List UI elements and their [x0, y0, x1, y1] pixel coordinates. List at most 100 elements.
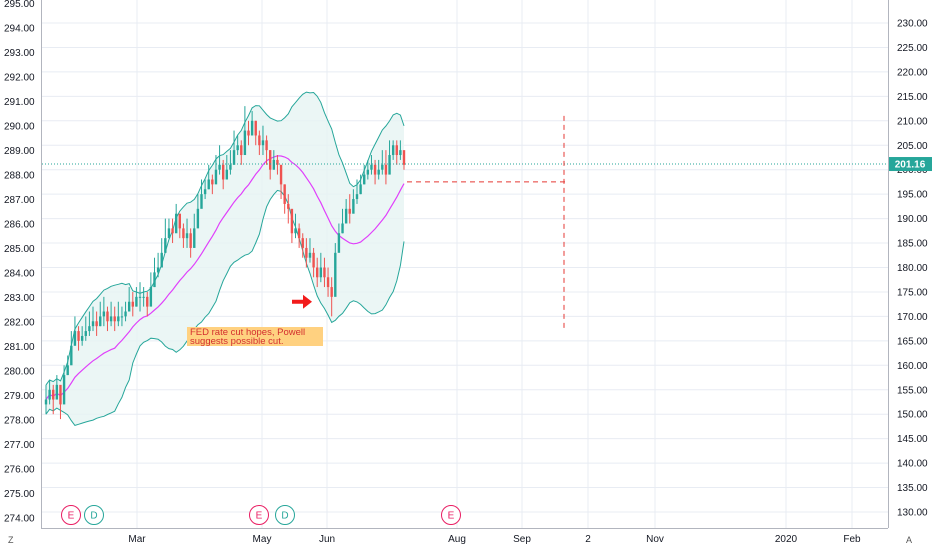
candle[interactable]	[84, 316, 87, 341]
candle[interactable]	[250, 111, 254, 136]
right-axis[interactable]: 230.00225.00220.00215.00210.00205.00200.…	[897, 19, 928, 519]
candle[interactable]	[44, 384, 48, 415]
candle[interactable]	[178, 213, 181, 239]
candle[interactable]	[402, 150, 406, 170]
candle[interactable]	[124, 301, 127, 322]
candle[interactable]	[283, 184, 286, 214]
candle[interactable]	[207, 164, 210, 190]
candle[interactable]	[297, 223, 301, 248]
candlestick-series[interactable]	[44, 106, 406, 420]
drawing-tools[interactable]	[292, 115, 565, 329]
candle[interactable]	[247, 120, 250, 146]
candle[interactable]	[52, 384, 55, 415]
candle[interactable]	[117, 301, 120, 327]
candle[interactable]	[127, 287, 131, 312]
candle[interactable]	[366, 159, 370, 180]
candle[interactable]	[370, 155, 373, 175]
candle[interactable]	[66, 355, 69, 376]
candle[interactable]	[200, 179, 203, 209]
candle[interactable]	[160, 238, 163, 268]
candle[interactable]	[73, 316, 77, 346]
candle[interactable]	[399, 140, 402, 160]
candle[interactable]	[308, 238, 312, 263]
earnings-badge[interactable]: E	[441, 505, 461, 525]
candle[interactable]	[99, 301, 102, 327]
left-axis[interactable]: 295.00 294.00 293.00 292.00 291.00 290.00 289.…	[4, 0, 35, 525]
candle[interactable]	[323, 257, 326, 288]
candle[interactable]	[337, 223, 341, 253]
candle[interactable]	[290, 208, 294, 244]
earnings-badge[interactable]: E	[249, 505, 269, 525]
candle[interactable]	[174, 203, 178, 234]
candle[interactable]	[377, 159, 380, 180]
dividend-badge[interactable]: D	[275, 505, 295, 525]
candle[interactable]	[88, 311, 91, 336]
candle[interactable]	[138, 282, 142, 312]
candle[interactable]	[203, 179, 207, 200]
candle[interactable]	[106, 306, 109, 332]
note-box[interactable]	[187, 327, 323, 346]
candle[interactable]	[261, 125, 265, 156]
candle[interactable]	[391, 140, 395, 160]
candle[interactable]	[272, 150, 276, 170]
candle[interactable]	[221, 159, 225, 190]
candle[interactable]	[109, 301, 113, 327]
candle[interactable]	[359, 174, 362, 195]
candle[interactable]	[341, 208, 344, 234]
candle[interactable]	[196, 194, 200, 229]
candle[interactable]	[326, 267, 330, 297]
candle[interactable]	[395, 140, 398, 165]
candle[interactable]	[348, 194, 351, 224]
candle[interactable]	[55, 375, 59, 400]
candle[interactable]	[142, 287, 145, 307]
candle[interactable]	[312, 247, 315, 278]
candle[interactable]	[70, 331, 73, 366]
candle[interactable]	[91, 306, 95, 332]
candle[interactable]	[214, 155, 218, 185]
candle[interactable]	[167, 218, 171, 239]
candle[interactable]	[232, 130, 236, 165]
candle[interactable]	[77, 326, 80, 351]
candle[interactable]	[319, 252, 323, 283]
candle[interactable]	[229, 150, 232, 175]
candle[interactable]	[185, 218, 189, 248]
candle[interactable]	[80, 326, 84, 346]
candle[interactable]	[334, 243, 337, 297]
candle[interactable]	[149, 272, 153, 307]
candle[interactable]	[381, 150, 384, 175]
candle[interactable]	[153, 257, 156, 288]
candle[interactable]	[363, 164, 366, 185]
earnings-badge[interactable]: E	[61, 505, 81, 525]
candle[interactable]	[316, 257, 319, 288]
candle[interactable]	[243, 106, 247, 156]
candle[interactable]	[211, 174, 214, 195]
candle[interactable]	[276, 155, 279, 175]
candle[interactable]	[182, 223, 185, 248]
candle[interactable]	[301, 233, 304, 258]
candle[interactable]	[225, 155, 229, 180]
candle[interactable]	[294, 213, 297, 239]
candle[interactable]	[388, 140, 391, 175]
time-axis[interactable]: Mar May Jun Aug Sep 2 Nov 2020 Feb	[128, 534, 861, 545]
candle[interactable]	[344, 199, 348, 224]
candle[interactable]	[287, 194, 290, 224]
candle[interactable]	[330, 277, 333, 317]
candle[interactable]	[156, 252, 160, 278]
candle[interactable]	[146, 291, 149, 317]
candle[interactable]	[171, 218, 174, 244]
candle[interactable]	[218, 145, 221, 175]
candle[interactable]	[305, 238, 308, 268]
candle[interactable]	[164, 218, 167, 253]
candle[interactable]	[120, 306, 124, 327]
candle[interactable]	[131, 291, 134, 317]
candle[interactable]	[236, 135, 239, 156]
candle[interactable]	[113, 306, 116, 332]
dividend-badge[interactable]: D	[84, 505, 104, 525]
candle[interactable]	[135, 287, 138, 307]
candle[interactable]	[62, 365, 66, 405]
candle[interactable]	[384, 150, 388, 185]
timezone-button[interactable]: Z	[8, 535, 14, 545]
candle[interactable]	[189, 228, 192, 258]
